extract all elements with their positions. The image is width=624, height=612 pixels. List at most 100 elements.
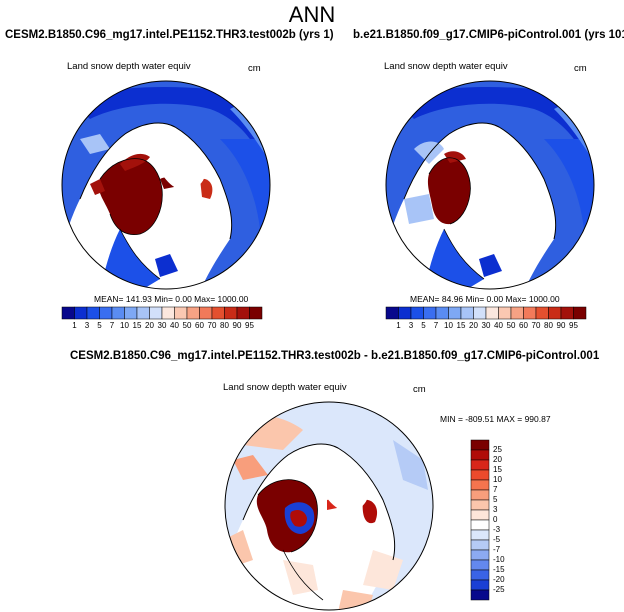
colorbar-swatch (573, 306, 587, 320)
colorbar-tick-label: 5 (421, 321, 426, 330)
colorbar-swatch (74, 306, 88, 320)
colorbar-swatch (470, 449, 490, 461)
colorbar-swatch (470, 529, 490, 541)
colorbar-tick-label: 3 (84, 321, 90, 330)
colorbar-tick-label: 20 (493, 455, 502, 464)
colorbar-tick-label: 90 (232, 321, 242, 330)
colorbar-swatch (86, 306, 100, 320)
colorbar-tick-label: -5 (493, 535, 501, 544)
colorbar-tick-label: 10 (444, 321, 453, 330)
colorbar-tick-label: -25 (493, 585, 505, 594)
colorbar-swatch (99, 306, 113, 320)
colorbar-swatch (473, 306, 487, 320)
colorbar-swatch (470, 489, 490, 501)
colorbar-swatch (470, 569, 490, 581)
colorbar-left (61, 306, 263, 320)
colorbar-swatch (510, 306, 524, 320)
colorbar-swatch (161, 306, 175, 320)
colorbar-swatch (410, 306, 424, 320)
colorbar-swatch (236, 306, 250, 320)
colorbar-tick-label: 80 (220, 321, 229, 330)
colorbar-tick-label: 15 (456, 321, 466, 330)
colorbar-tick-label: 95 (569, 321, 578, 330)
colorbar-tick-label: 20 (469, 321, 478, 330)
colorbar-tick-label: -7 (493, 545, 501, 554)
colorbar-tick-label: 30 (157, 321, 167, 330)
colorbar-tick-label: 5 (97, 321, 102, 330)
colorbar-swatch (470, 559, 490, 571)
colorbar-swatch (470, 519, 490, 531)
colorbar-swatch (111, 306, 125, 320)
colorbar-swatch (224, 306, 238, 320)
colorbar-swatch (423, 306, 437, 320)
units-label-left: cm (248, 63, 261, 74)
units-label-diff: cm (413, 384, 426, 395)
colorbar-swatch (460, 306, 474, 320)
colorbar-tick-label: 5 (493, 495, 498, 504)
page-title: ANN (288, 2, 336, 27)
colorbar-tick-label: 3 (493, 505, 498, 514)
colorbar-swatch (186, 306, 200, 320)
colorbar-swatch (448, 306, 462, 320)
colorbar-right (385, 306, 587, 320)
colorbar-diff (470, 439, 490, 601)
colorbar-tick-label: 60 (195, 321, 204, 330)
colorbar-swatch (548, 306, 562, 320)
colorbar-tick-label: 7 (109, 321, 115, 330)
colorbar-swatch (211, 306, 225, 320)
colorbar-swatch (470, 479, 490, 491)
stats-diff: MIN = -809.51 MAX = 990.87 (440, 414, 551, 424)
colorbar-tick-label: 15 (132, 321, 142, 330)
colorbar-swatch (470, 549, 490, 561)
colorbar-left-ticks: 1 3 5 7 10 15 20 30 40 50 60 70 80 90 95 (62, 321, 262, 333)
polar-map-left (61, 80, 271, 290)
colorbar-tick-label: 7 (493, 485, 498, 494)
colorbar-swatch (470, 589, 490, 601)
colorbar-tick-label: 50 (182, 321, 192, 330)
colorbar-swatch (470, 459, 490, 471)
colorbar-swatch (470, 499, 490, 511)
colorbar-tick-label: 70 (531, 321, 541, 330)
colorbar-tick-label: 40 (494, 321, 503, 330)
colorbar-tick-label: 70 (207, 321, 217, 330)
stats-right: MEAN= 84.96 Min= 0.00 Max= 1000.00 (410, 294, 560, 304)
stats-left: MEAN= 141.93 Min= 0.00 Max= 1000.00 (94, 294, 249, 304)
panel-title-right: b.e21.B1850.f09_g17.CMIP6-piControl.001 … (353, 29, 624, 41)
colorbar-swatch (61, 306, 75, 320)
colorbar-tick-label: 80 (544, 321, 553, 330)
colorbar-swatch (470, 509, 490, 521)
colorbar-tick-label: -20 (493, 575, 505, 584)
variable-label-right: Land snow depth water equiv (384, 61, 508, 72)
colorbar-tick-label: 0 (493, 515, 498, 524)
colorbar-swatch (174, 306, 188, 320)
colorbar-swatch (124, 306, 138, 320)
colorbar-tick-label: 40 (170, 321, 179, 330)
colorbar-tick-label: 10 (493, 475, 502, 484)
colorbar-swatch (535, 306, 549, 320)
colorbar-tick-label: 7 (433, 321, 439, 330)
colorbar-swatch (485, 306, 499, 320)
colorbar-swatch (398, 306, 412, 320)
colorbar-swatch (523, 306, 537, 320)
colorbar-swatch (498, 306, 512, 320)
colorbar-tick-label: 30 (481, 321, 491, 330)
colorbar-tick-label: 60 (519, 321, 528, 330)
colorbar-tick-label: 1 (72, 321, 77, 330)
colorbar-diff-ticks: 25 20 15 10 7 5 3 0 -3 -5 -7 -10 -15 -20 -25 (493, 440, 533, 600)
colorbar-tick-label: 25 (493, 445, 502, 454)
colorbar-tick-label: 10 (120, 321, 129, 330)
colorbar-tick-label: 15 (493, 465, 502, 474)
panel-title-left: CESM2.B1850.C96_mg17.intel.PE1152.THR3.t… (5, 29, 334, 41)
colorbar-swatch (470, 439, 490, 451)
colorbar-tick-label: 1 (396, 321, 401, 330)
colorbar-tick-label: 50 (506, 321, 516, 330)
colorbar-swatch (470, 469, 490, 481)
polar-map-diff (224, 401, 434, 611)
colorbar-swatch (249, 306, 263, 320)
variable-label-diff: Land snow depth water equiv (223, 382, 347, 393)
colorbar-swatch (435, 306, 449, 320)
colorbar-right-ticks: 1 3 5 7 10 15 20 30 40 50 60 70 80 90 95 (386, 321, 586, 333)
colorbar-tick-label: -10 (493, 555, 505, 564)
colorbar-tick-label: 90 (556, 321, 566, 330)
polar-map-right (385, 80, 595, 290)
